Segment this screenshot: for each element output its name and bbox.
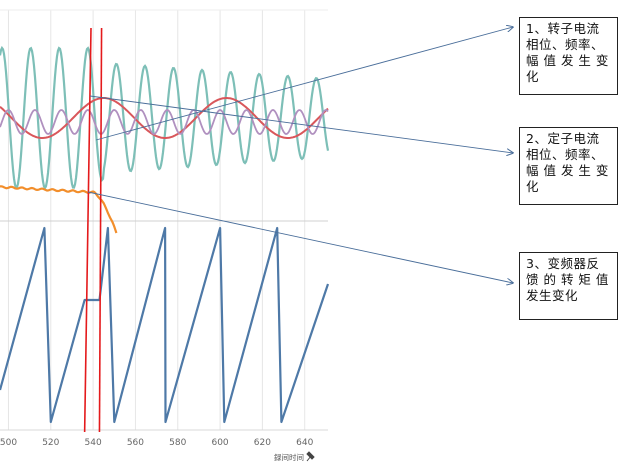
pin-icon[interactable] [306,451,315,462]
annotation-arrow-1 [95,27,513,141]
event-line-2 [98,27,103,433]
x-axis-ticks: 500 520 540 560 580 600 620 640 [0,438,314,448]
annotation-arrows [87,27,513,283]
bottom-panel-series [0,226,330,424]
x-tick-label: 560 [127,438,144,448]
event-line-1 [83,27,92,433]
annotation-arrow-2 [89,95,513,153]
series-torque-feedback [0,185,118,234]
series-rotor-current [0,45,330,191]
annotation-stator-current: 2、定子电流 相位、频率、 幅 值 发 生 变 化 [519,127,618,205]
x-tick-label: 500 [0,438,17,448]
series-sawtooth [0,226,330,424]
annotation-rotor-current: 1、转子电流 相位、频率、 幅 值 发 生 变 化 [519,17,618,95]
x-tick-label: 600 [211,438,228,448]
annotation-arrow-3 [87,191,513,283]
x-tick-label: 520 [42,438,59,448]
series-stator-purple [0,109,329,135]
top-panel-series [0,45,330,234]
pin-icon-shape [306,451,315,462]
annotation-torque-feedback: 3、变频器反 馈 的 转 矩 值 发生变化 [519,252,618,320]
x-tick-label: 620 [254,438,271,448]
x-axis-title: 録间时间 [274,452,304,462]
x-tick-label: 540 [85,438,102,448]
x-tick-label: 640 [296,438,313,448]
event-markers [83,27,103,433]
x-tick-label: 580 [169,438,186,448]
series-stator-red [0,97,329,139]
